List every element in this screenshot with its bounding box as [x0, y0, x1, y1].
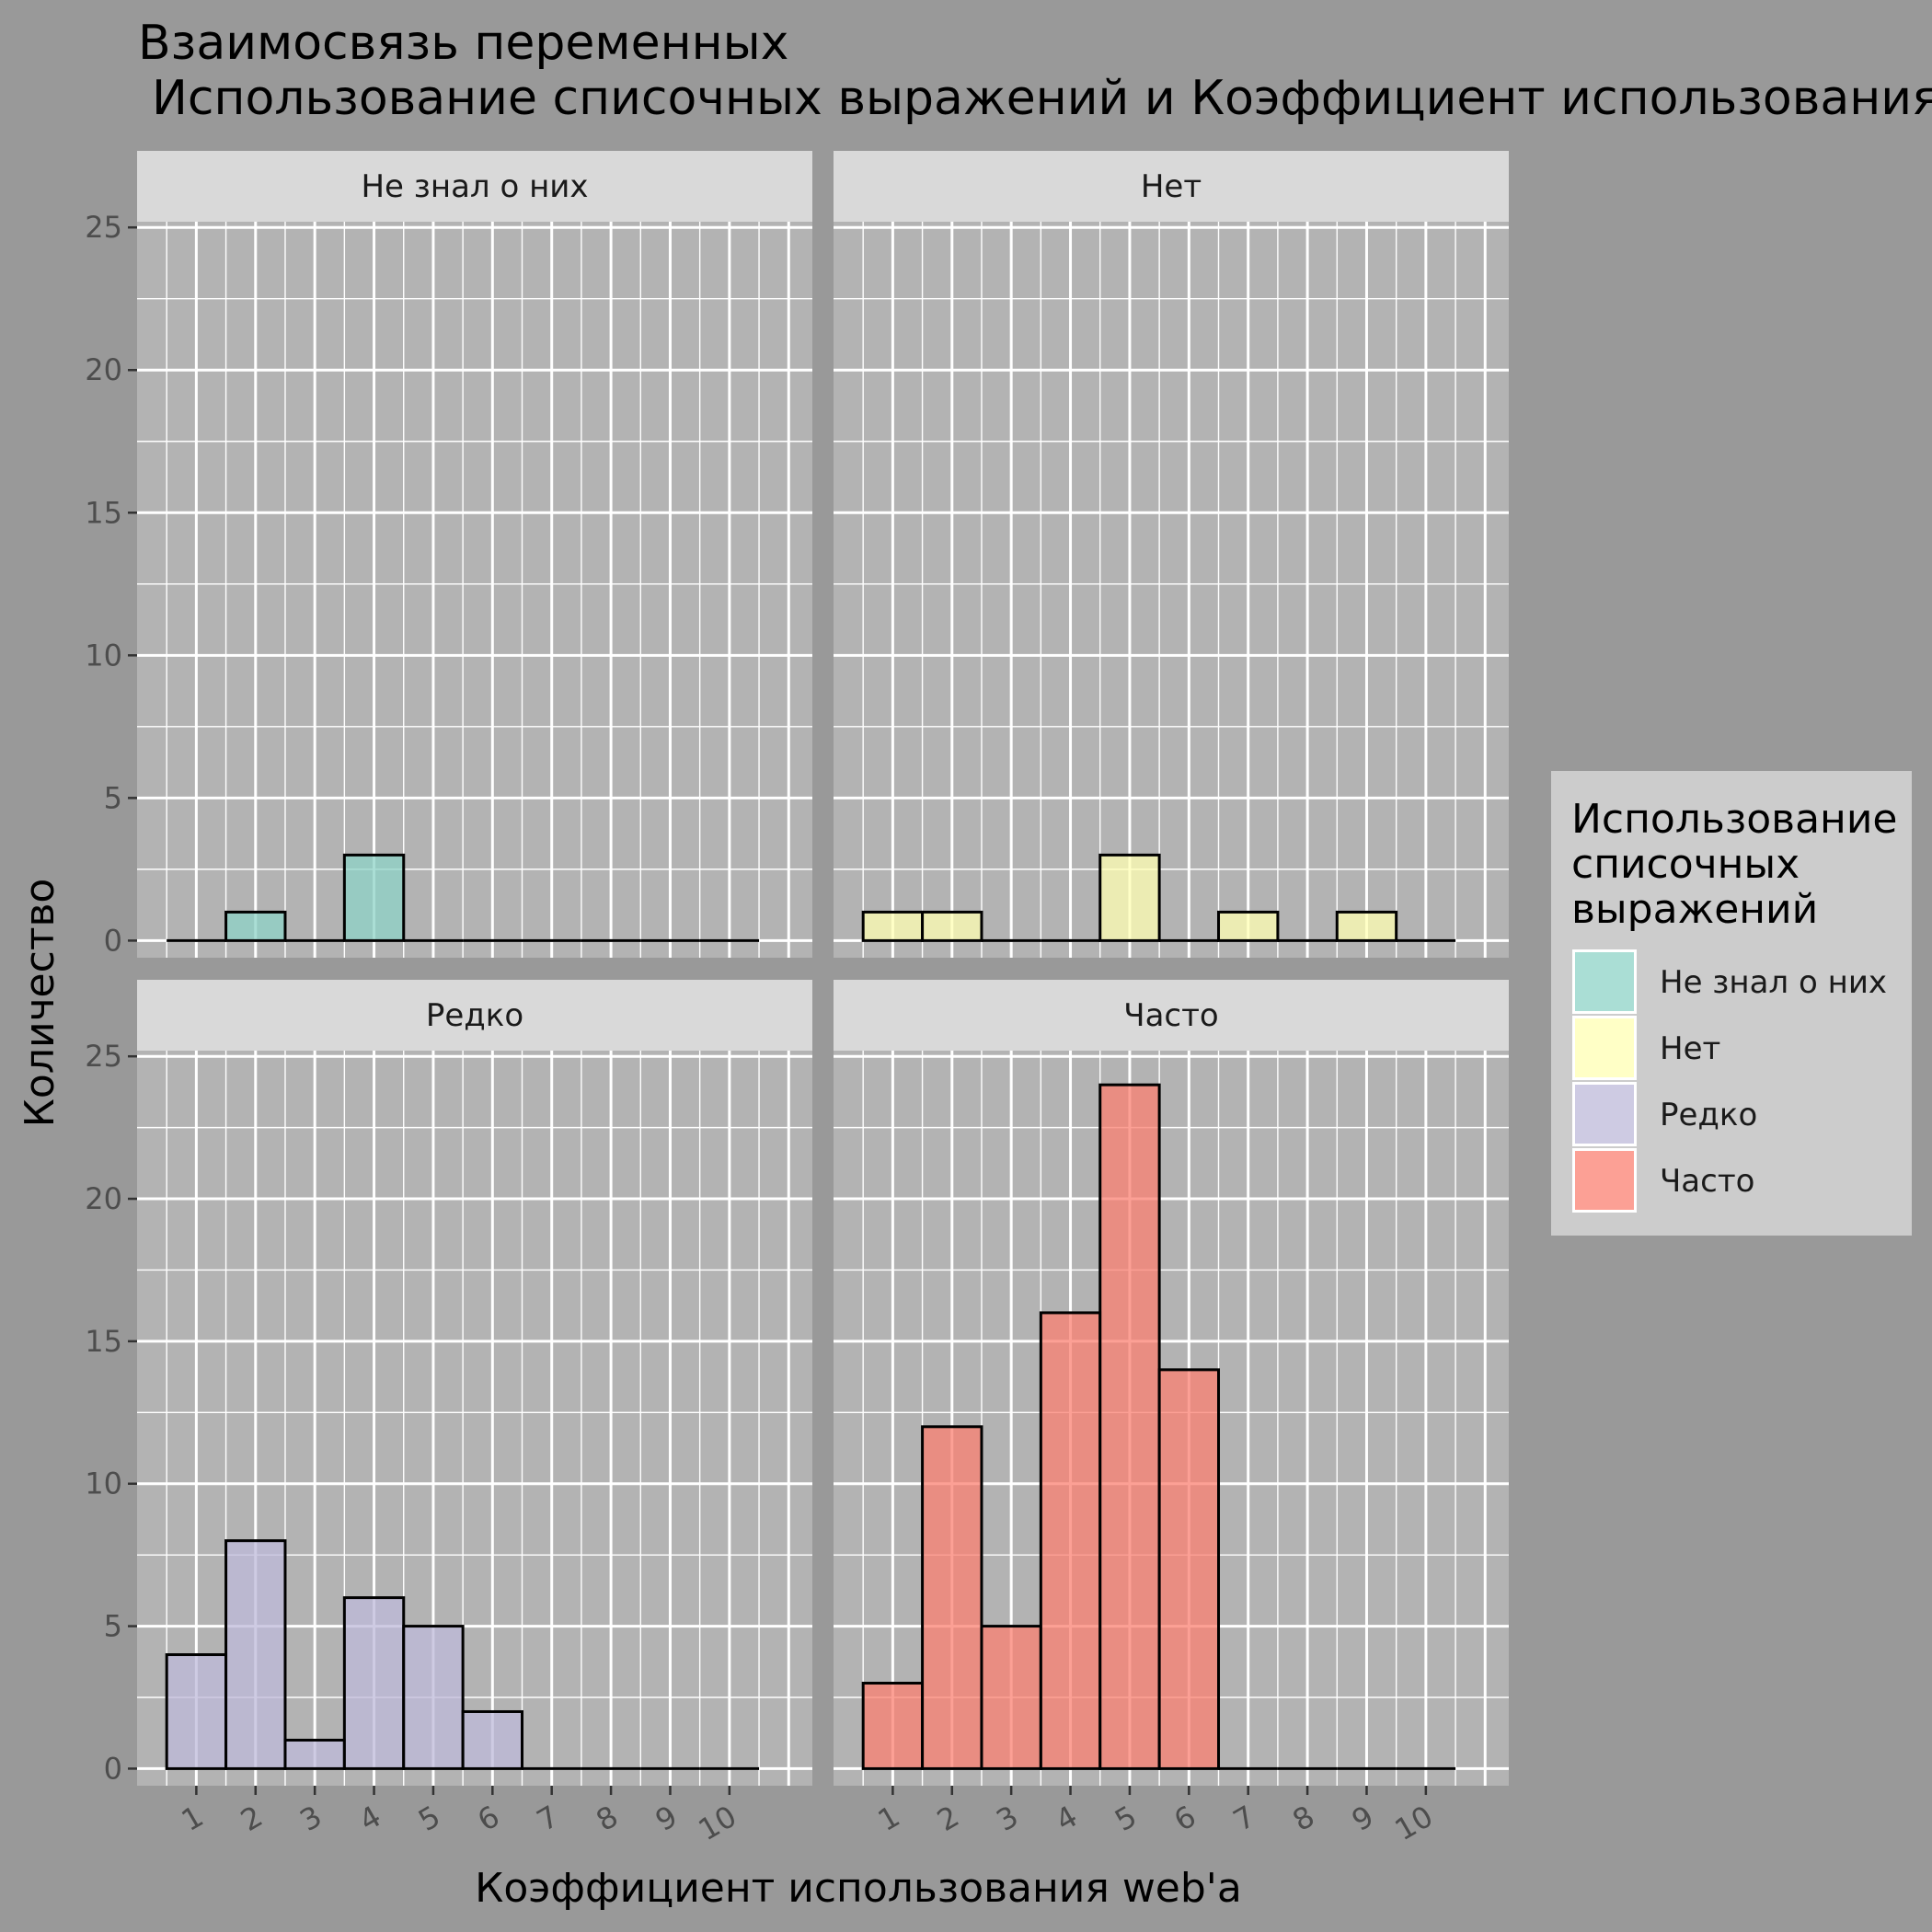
histogram-bar-часто-4 — [1039, 1311, 1102, 1770]
histogram-bar-часто-1 — [861, 1682, 925, 1770]
legend-item-редко: Редко — [1572, 1082, 1757, 1146]
y-tick-label: 25 — [85, 210, 122, 245]
y-tick-label: 15 — [85, 1324, 122, 1359]
y-tick-label: 0 — [104, 923, 122, 958]
y-tick-label: 5 — [104, 780, 122, 815]
facet-нет: Нет — [834, 151, 1509, 958]
legend: Использование списочных выражений Не зна… — [1551, 771, 1912, 1236]
histogram-bar-не-знал-о-них-2 — [224, 910, 287, 942]
chart-title-line2: Использование списочных выражений и Коэф… — [152, 71, 1932, 126]
legend-item-не-знал-о-них: Не знал о них — [1572, 949, 1887, 1014]
legend-label: Не знал о них — [1660, 964, 1887, 1001]
legend-label: Часто — [1660, 1163, 1754, 1200]
histogram-bar-редко-3 — [283, 1738, 346, 1770]
y-tick-label: 0 — [104, 1751, 122, 1786]
histogram-bar-нет-2 — [921, 910, 983, 942]
histogram-bar-редко-4 — [342, 1596, 406, 1770]
facet-не-знал-о-них: Не знал о них 0 5 10 15 20 25 — [85, 151, 812, 958]
facet-strip-label: Не знал о них — [361, 168, 588, 205]
facet-strip — [137, 151, 812, 222]
histogram-bar-редко-6 — [461, 1709, 524, 1770]
y-tick-label: 15 — [85, 495, 122, 530]
facet-strip-label: Редко — [426, 997, 523, 1034]
legend-keys: Не знал о них Нет Редко Часто — [1572, 949, 1887, 1213]
legend-title-line1: Использование — [1571, 796, 1898, 843]
histogram-bar-нет-7 — [1217, 910, 1280, 942]
y-axis-title: Количество — [17, 879, 63, 1128]
legend-key-swatch — [1575, 1151, 1634, 1210]
legend-label: Нет — [1660, 1030, 1720, 1067]
histogram-bar-часто-2 — [921, 1425, 983, 1770]
histogram-bar-нет-5 — [1098, 853, 1161, 942]
chart-title-line1: Взаимосвязь переменных — [138, 16, 788, 71]
legend-item-нет: Нет — [1572, 1016, 1720, 1080]
legend-key-swatch — [1575, 1018, 1634, 1077]
histogram-bar-редко-5 — [402, 1625, 465, 1770]
y-tick-label: 25 — [85, 1039, 122, 1074]
histogram-bar-часто-6 — [1157, 1368, 1221, 1770]
legend-key-swatch — [1575, 1085, 1634, 1144]
facet-strip-label: Нет — [1141, 168, 1202, 205]
histogram-bar-нет-1 — [861, 910, 925, 942]
facet-редко: Редко 0 5 10 15 20 25 — [85, 980, 812, 1786]
facet-strip — [834, 980, 1509, 1051]
y-tick-label: 20 — [85, 1181, 122, 1216]
histogram-bar-нет-9 — [1335, 910, 1398, 942]
y-tick-label: 10 — [85, 1466, 122, 1501]
facet-strip — [834, 151, 1509, 222]
legend-title-line3: выражений — [1571, 886, 1818, 933]
legend-title-line2: списочных — [1571, 841, 1800, 888]
y-tick-label: 10 — [85, 638, 122, 673]
panel-background — [137, 222, 812, 958]
histogram-bar-не-знал-о-них-4 — [342, 853, 406, 942]
facet-panels: Не знал о них 0 5 10 15 20 25 Нет Редко 0 5 10 15 20 2… — [85, 151, 1509, 1786]
histogram-bar-редко-1 — [165, 1653, 228, 1770]
legend-label: Редко — [1660, 1097, 1757, 1133]
legend-key-swatch — [1575, 952, 1634, 1011]
y-tick-label: 5 — [104, 1609, 122, 1644]
histogram-bar-часто-5 — [1098, 1083, 1161, 1770]
panel-background — [834, 222, 1509, 958]
facet-часто: Часто — [834, 980, 1509, 1786]
x-axis-title: Коэффициент использования web'a — [475, 1865, 1242, 1912]
legend-item-часто: Часто — [1572, 1148, 1754, 1213]
histogram-bar-редко-2 — [224, 1539, 287, 1770]
y-tick-label: 20 — [85, 352, 122, 387]
histogram-bar-часто-3 — [980, 1625, 1042, 1770]
facet-strip — [137, 980, 812, 1051]
facet-strip-label: Часто — [1123, 997, 1218, 1034]
